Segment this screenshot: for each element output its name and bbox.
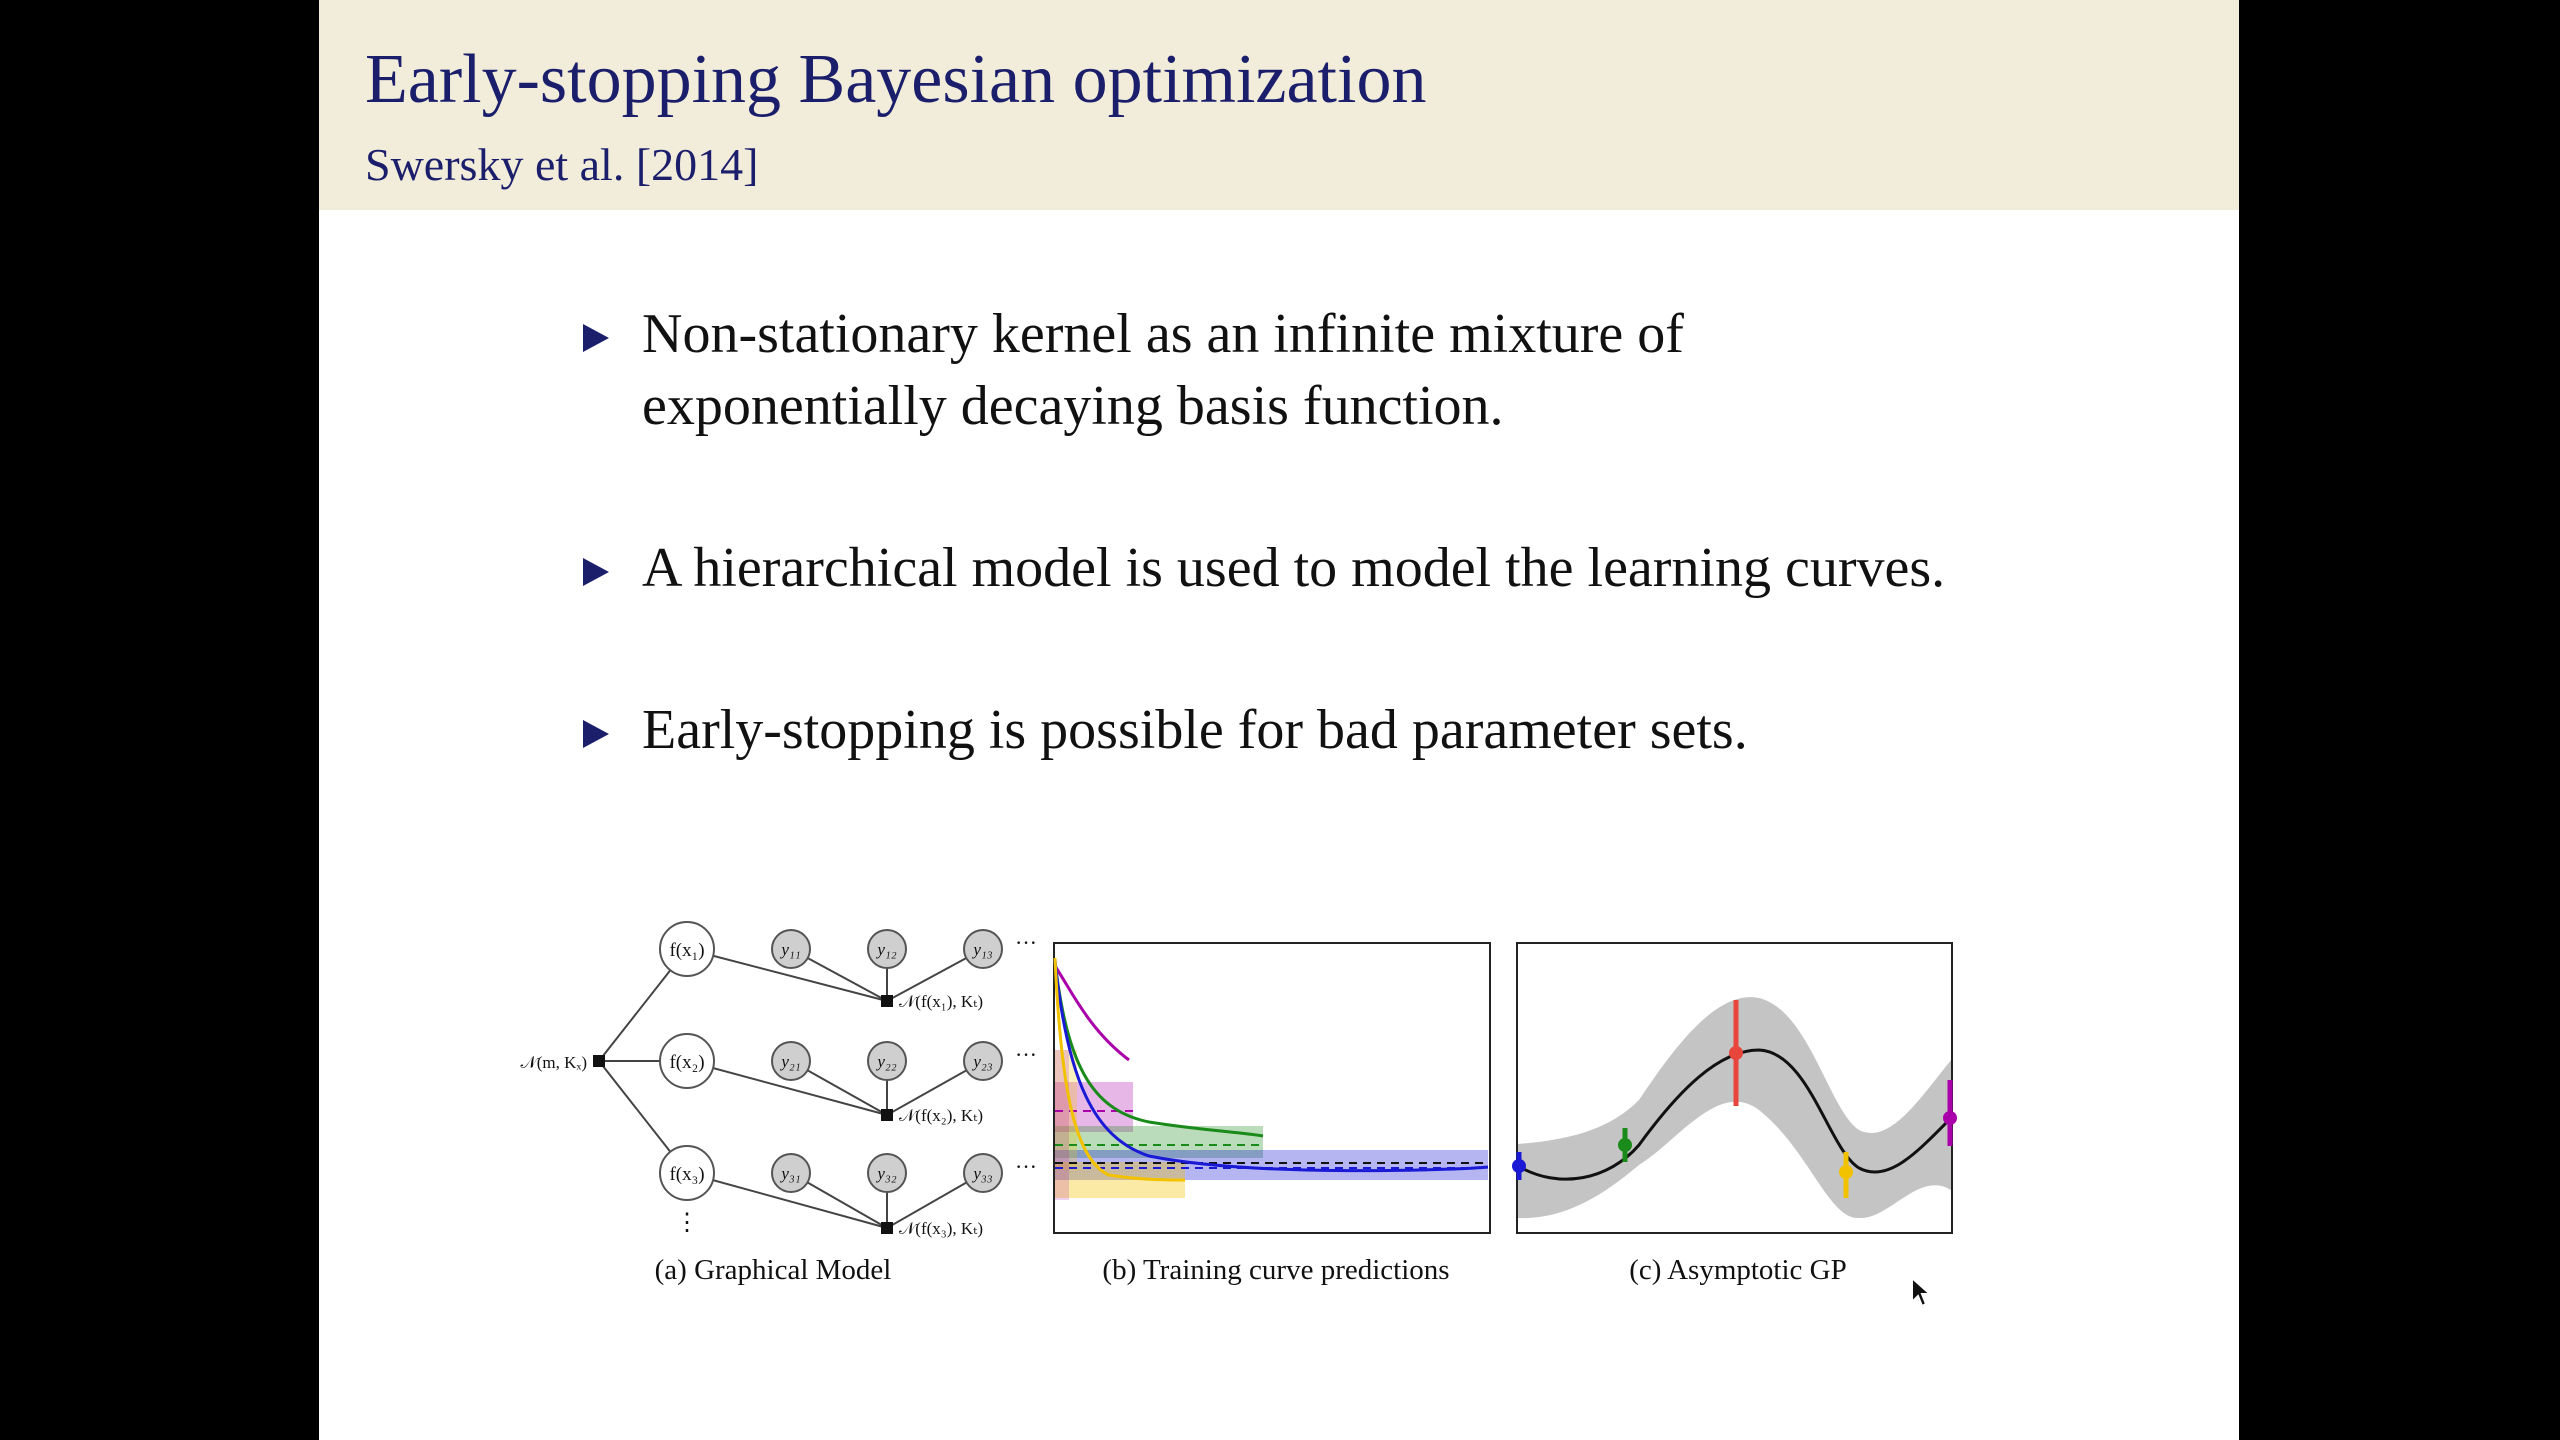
likelihood-factor xyxy=(881,1109,893,1121)
triangle-bullet-icon xyxy=(583,720,609,748)
red-observation xyxy=(1729,1046,1743,1060)
ellipsis-horizontal: ··· xyxy=(1015,1042,1037,1067)
caption-asymptotic-gp: (c) Asymptotic GP xyxy=(1629,1254,1847,1286)
figure-graphic: 𝒩(m, Kₓ) f(x₁) f(x₂) f(x₃) y₁₁ y₁₂ y₁₃ xyxy=(520,921,1957,1238)
magenta-early-band xyxy=(1055,1050,1069,1200)
caption-training-curve: (b) Training curve predictions xyxy=(1102,1254,1450,1286)
y-node-label: y₃₁ xyxy=(779,1164,800,1183)
y-node-label: y₁₂ xyxy=(875,940,896,959)
y-node-label: y₃₂ xyxy=(875,1164,896,1183)
yellow-observation xyxy=(1839,1165,1853,1179)
yellow-early-band xyxy=(1055,1050,1077,1170)
bullet-item: A hierarchical model is used to model th… xyxy=(583,532,2203,604)
training-curve-plot xyxy=(1053,942,1491,1234)
green-curve xyxy=(1053,961,1264,1138)
paper-figure: 𝒩(m, Kₓ) f(x₁) f(x₂) f(x₃) y₁₁ y₁₂ y₁₃ xyxy=(319,900,2239,1320)
ellipsis-horizontal: ··· xyxy=(1015,1154,1037,1179)
y-nodes xyxy=(771,929,1003,1193)
y-node-label: y₁₁ xyxy=(779,940,800,959)
slide: Early-stopping Bayesian optimization Swe… xyxy=(319,0,2239,1440)
f-node-label: f(x₂) xyxy=(669,1052,704,1073)
magenta-observation xyxy=(1943,1111,1957,1125)
f-node xyxy=(659,1033,715,1089)
bullet-item: Non-stationary kernel as an infinite mix… xyxy=(583,298,2203,442)
factor-label: 𝒩(f(x₃), Kₜ) xyxy=(899,1219,983,1238)
f-node xyxy=(659,921,715,977)
green-observation xyxy=(1618,1138,1632,1152)
slide-subtitle: Swersky et al. [2014] xyxy=(365,139,759,190)
triangle-bullet-icon xyxy=(583,558,609,586)
blue-observation xyxy=(1512,1159,1526,1173)
factor-label: 𝒩(f(x₁), Kₜ) xyxy=(899,992,983,1011)
graphical-model: 𝒩(m, Kₓ) f(x₁) f(x₂) f(x₃) y₁₁ y₁₂ y₁₃ xyxy=(520,921,1037,1238)
factor-label: 𝒩(f(x₂), Kₜ) xyxy=(899,1106,983,1125)
y-node-label: y₂₃ xyxy=(971,1052,992,1071)
f-node xyxy=(659,1145,715,1201)
f-node-label: f(x₁) xyxy=(669,940,704,961)
ellipsis-horizontal: ··· xyxy=(1015,930,1037,955)
asymptotic-gp-plot xyxy=(1512,942,1957,1234)
y-node-label: y₁₃ xyxy=(971,940,992,959)
plot-frame xyxy=(1053,942,1491,1234)
prior-factor xyxy=(593,1055,605,1067)
slide-title: Early-stopping Bayesian optimization xyxy=(365,41,1427,118)
likelihood-factor xyxy=(881,995,893,1007)
yellow-curve xyxy=(1053,957,1186,1182)
arrow-cursor-icon xyxy=(1911,1276,1932,1308)
slide-header: Early-stopping Bayesian optimization Swe… xyxy=(319,0,2239,210)
prior-label: 𝒩(m, Kₓ) xyxy=(520,1053,587,1072)
y-node-label: y₂₂ xyxy=(875,1052,896,1071)
f-node-label: f(x₃) xyxy=(669,1164,704,1185)
magenta-curve xyxy=(1053,965,1130,1062)
blue-band xyxy=(1055,1150,1488,1180)
bullet-text: Early-stopping is possible for bad param… xyxy=(642,699,1748,761)
blue-curve xyxy=(1053,959,1489,1173)
bullet-text: A hierarchical model is used to model th… xyxy=(642,537,1946,599)
y-node-label: y₂₁ xyxy=(779,1052,800,1071)
triangle-bullet-icon xyxy=(583,324,609,352)
caption-graphical-model: (a) Graphical Model xyxy=(654,1254,892,1286)
likelihood-factor xyxy=(881,1222,893,1234)
gp-uncertainty-band xyxy=(1518,997,1951,1219)
bullet-item: Early-stopping is possible for bad param… xyxy=(583,694,2203,766)
gp-mean-curve xyxy=(1517,1048,1953,1181)
y-node-label: y₃₃ xyxy=(971,1164,992,1183)
bullet-text-continued: exponentially decaying basis function. xyxy=(642,375,1504,437)
ellipsis-vertical: ⋮ xyxy=(675,1210,699,1236)
bullet-text: Non-stationary kernel as an infinite mix… xyxy=(642,303,1684,365)
